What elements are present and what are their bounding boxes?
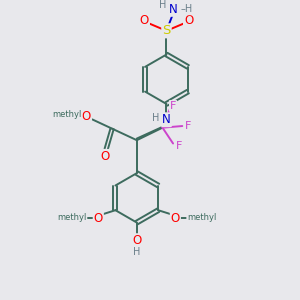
Text: O: O <box>100 150 109 163</box>
Text: O: O <box>184 14 193 27</box>
Text: S: S <box>162 24 171 37</box>
Text: O: O <box>140 14 149 27</box>
Text: F: F <box>170 101 176 111</box>
Text: N: N <box>169 3 177 16</box>
Text: H: H <box>133 247 140 256</box>
Text: O: O <box>94 212 103 225</box>
Text: methyl: methyl <box>187 213 216 222</box>
Text: F: F <box>185 121 191 131</box>
Text: methyl: methyl <box>52 110 82 119</box>
Text: H: H <box>160 0 167 11</box>
Text: F: F <box>176 141 182 151</box>
Text: O: O <box>132 234 141 247</box>
Text: O: O <box>171 212 180 225</box>
Text: methyl: methyl <box>57 213 87 222</box>
Text: –H: –H <box>180 4 192 14</box>
Text: N: N <box>162 113 171 126</box>
Text: O: O <box>82 110 91 123</box>
Text: H: H <box>152 113 160 124</box>
